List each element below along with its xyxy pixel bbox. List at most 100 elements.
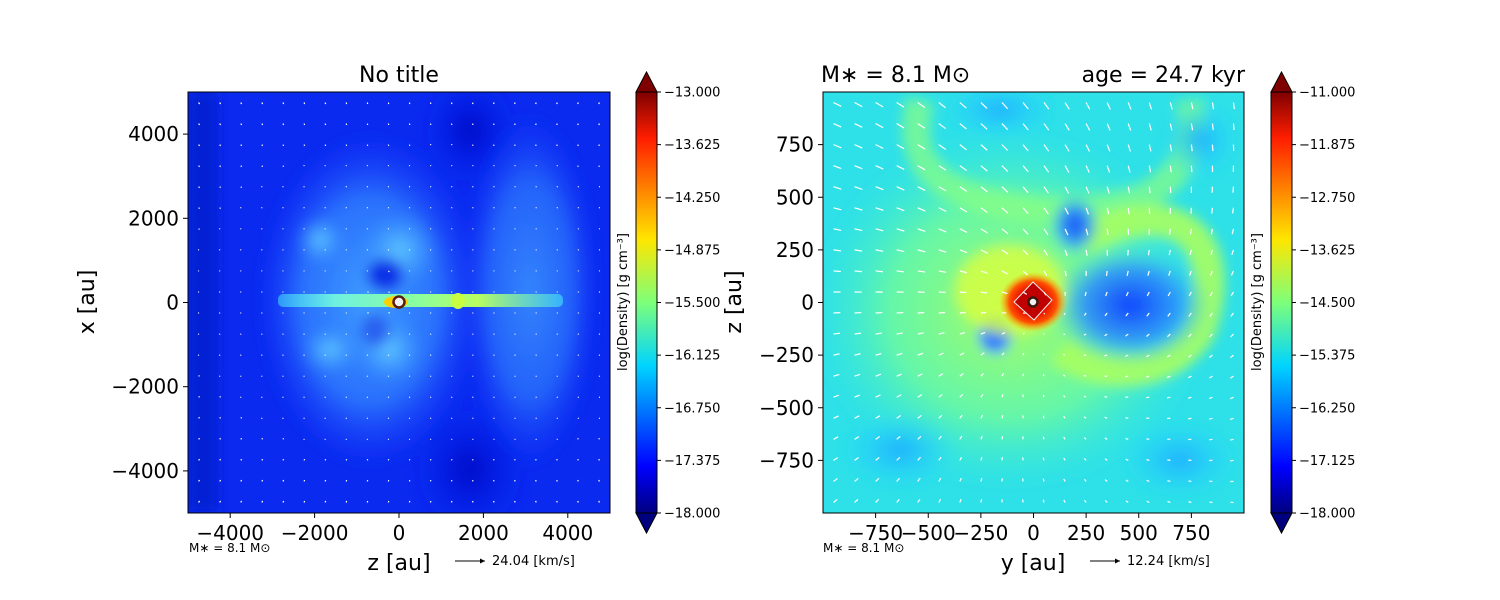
velocity-arrow	[324, 438, 326, 440]
velocity-arrow	[598, 375, 601, 377]
velocity-arrow	[198, 437, 201, 440]
velocity-arrow	[854, 394, 860, 398]
velocity-arrow	[282, 312, 284, 314]
velocity-arrow	[1189, 270, 1192, 276]
velocity-arrow	[219, 479, 222, 482]
velocity-arrow	[896, 270, 905, 273]
velocity-arrow	[896, 123, 905, 129]
velocity-arrow	[472, 228, 474, 230]
velocity-arrow	[430, 291, 432, 293]
velocity-arrow	[917, 435, 922, 440]
left-colorbar-extend-top	[635, 70, 658, 93]
velocity-arrow	[198, 123, 201, 126]
velocity-arrow	[282, 228, 284, 230]
velocity-arrow	[366, 249, 368, 251]
velocity-arrow	[854, 498, 859, 503]
velocity-arrow	[917, 373, 923, 377]
velocity-arrow	[1042, 394, 1045, 398]
velocity-arrow	[240, 354, 242, 356]
velocity-arrow	[1085, 186, 1090, 194]
velocity-arrow	[1148, 186, 1151, 194]
velocity-arrow	[535, 207, 537, 209]
velocity-arrow	[959, 186, 968, 192]
velocity-arrow	[430, 165, 432, 167]
velocity-arrow	[980, 456, 983, 461]
velocity-arrow	[198, 479, 201, 482]
velocity-arrow	[917, 456, 921, 461]
velocity-arrow	[514, 312, 516, 314]
velocity-arrow	[1211, 102, 1215, 110]
velocity-arrow	[959, 123, 967, 130]
velocity-arrow	[451, 333, 453, 335]
colorbar-tick-label: −11.000	[1299, 86, 1355, 101]
velocity-arrow	[240, 270, 242, 272]
velocity-arrow	[980, 228, 988, 234]
y-tick-label: 0	[801, 291, 814, 315]
velocity-arrow	[938, 270, 947, 273]
velocity-arrow	[303, 458, 306, 461]
velocity-arrow	[1064, 144, 1070, 152]
velocity-arrow	[938, 435, 942, 440]
velocity-arrow	[577, 144, 579, 147]
velocity-arrow	[854, 457, 859, 461]
colorbar-tick-label: −16.250	[1299, 401, 1355, 416]
velocity-arrow	[451, 249, 453, 251]
velocity-arrow	[1083, 333, 1087, 336]
velocity-arrow	[345, 417, 347, 419]
velocity-arrow	[1064, 228, 1069, 236]
velocity-arrow	[980, 352, 985, 356]
velocity-arrow	[430, 417, 432, 419]
velocity-arrow	[917, 123, 926, 129]
velocity-arrow	[598, 437, 600, 440]
velocity-arrow	[598, 500, 600, 503]
right-colorbar: −11.000 −11.875 −12.750 −13.625 −14.500 −15.3…	[1250, 70, 1355, 535]
velocity-arrow	[387, 375, 390, 377]
velocity-arrow	[833, 457, 839, 461]
left-colorbar-bar	[635, 91, 658, 514]
right-panel: −750−500−250 0 250 500 750−750−500−250025050…	[722, 63, 1355, 576]
velocity-arrow	[219, 144, 222, 147]
velocity-arrow	[980, 144, 988, 151]
velocity-arrow	[1230, 333, 1234, 338]
velocity-arrow	[472, 438, 474, 440]
velocity-arrow	[556, 479, 558, 482]
velocity-arrow	[556, 375, 558, 377]
velocity-arrow	[556, 144, 558, 147]
velocity-arrow	[472, 396, 474, 398]
right-title-right: age = 24.7 kyr	[1082, 63, 1246, 88]
velocity-arrow	[1064, 165, 1070, 173]
velocity-arrow	[980, 123, 988, 130]
velocity-arrow	[219, 228, 221, 230]
velocity-arrow	[1043, 312, 1046, 315]
velocity-arrow	[938, 228, 947, 233]
y-tick-label: 500	[776, 185, 814, 209]
velocity-arrow	[303, 270, 305, 272]
velocity-arrow	[345, 270, 347, 272]
velocity-arrow	[1022, 186, 1029, 194]
velocity-arrow	[303, 333, 305, 335]
velocity-arrow	[219, 270, 221, 272]
velocity-arrow	[1063, 374, 1066, 377]
velocity-arrow	[219, 333, 221, 335]
velocity-arrow	[240, 207, 242, 209]
velocity-arrow	[261, 207, 263, 209]
velocity-arrow	[324, 249, 326, 251]
velocity-arrow	[959, 352, 965, 356]
velocity-arrow	[1083, 457, 1087, 461]
left-panel: −4000 −2000 0 2000 4000 −4000 −2000 0 2000 4000 N…	[75, 63, 720, 576]
velocity-arrow	[261, 500, 264, 503]
velocity-arrow	[261, 165, 264, 168]
velocity-arrow	[854, 186, 863, 191]
velocity-arrow	[197, 291, 200, 293]
velocity-arrow	[917, 498, 921, 503]
velocity-arrow	[1209, 354, 1213, 358]
right-title-left: M∗ = 8.1 M⊙	[821, 63, 970, 88]
velocity-arrow	[324, 417, 326, 419]
right-axes: −750−500−250 0 250 500 750−750−500−250025050…	[759, 133, 1210, 545]
velocity-arrow	[408, 438, 411, 440]
velocity-arrow	[451, 396, 453, 398]
velocity-arrow	[917, 165, 926, 171]
velocity-arrow	[493, 228, 495, 230]
velocity-arrow	[219, 437, 222, 440]
velocity-arrow	[282, 291, 284, 293]
